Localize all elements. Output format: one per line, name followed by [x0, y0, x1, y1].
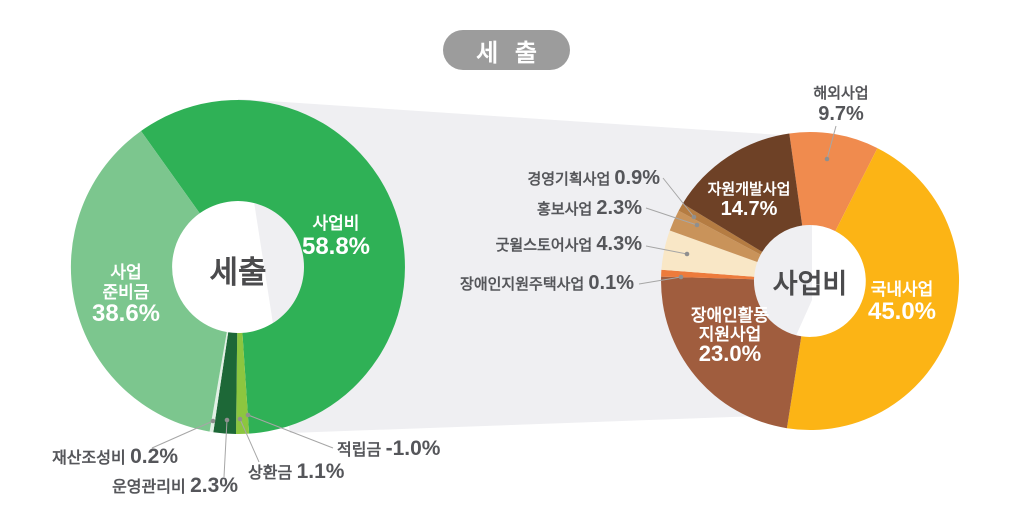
donut-0-slice-사업비 [141, 99, 405, 434]
callout-label-재산조성비: 재산조성비 0.2% [52, 445, 178, 468]
donut-0-slice-운영관리비 [213, 332, 238, 434]
donut-1-slice-굿윌스토어사업 [661, 230, 758, 277]
leader-line-상환금 [239, 418, 260, 463]
leader-line-홍보사업 [645, 207, 698, 226]
inside-label-사업 준비금-0: 사업 [110, 263, 141, 282]
donut-1-slice-장애인활동 지원사업 [661, 276, 802, 429]
inside-label-국내사업-0: 국내사업 [871, 280, 934, 299]
callout-label-장애인지원주택사업: 장애인지원주택사업 0.1% [460, 272, 634, 294]
leader-line-운영관리비 [223, 419, 228, 478]
center-label-사업비: 사업비 [773, 269, 848, 299]
callout-label-운영관리비: 운영관리비 2.3% [112, 474, 238, 497]
callout-label-홍보사업: 홍보사업 2.3% [537, 197, 642, 219]
leader-dot-장애인지원주택사업 [678, 274, 684, 280]
leader-line-재산조성비 [151, 420, 214, 449]
donut-1-slice-자원개발사업 [682, 133, 803, 252]
leader-line-경영기획사업 [662, 177, 695, 218]
leader-dot-운영관리비 [224, 417, 230, 423]
inside-label-장애인활동 지원사업-1: 지원사업 [699, 325, 762, 344]
leader-line-장애인지원주택사업 [638, 276, 682, 285]
leader-dot-재산조성비 [210, 418, 216, 424]
callout-label-굿윌스토어사업: 굿윌스토어사업 4.3% [496, 233, 643, 255]
leader-dot-굿윌스토어사업 [684, 251, 690, 257]
inside-label-장애인활동 지원사업-2: 23.0% [699, 341, 761, 366]
external-label-해외사업-0: 해외사업 [813, 84, 868, 102]
callout-label-적립금: 적립금 -1.0% [337, 437, 441, 460]
donut-1-slice-장애인지원주택사업 [661, 269, 755, 280]
donut-1-slice-국내사업 [786, 148, 960, 431]
leader-line-해외사업 [826, 125, 837, 160]
inside-label-국내사업-1: 45.0% [868, 298, 936, 325]
leader-dot-상환금 [237, 416, 243, 422]
donut-1-slice-해외사업 [789, 132, 878, 232]
leader-dot-적립금 [245, 412, 251, 418]
center-label-세출: 세출 [209, 255, 266, 290]
title-badge: 세 출 [443, 30, 570, 70]
inside-label-사업 준비금-1: 준비금 [103, 283, 150, 302]
leader-dot-해외사업 [824, 156, 830, 162]
leader-line-적립금 [247, 414, 334, 449]
inside-label-사업비-1: 58.8% [302, 233, 370, 260]
callout-label-상환금: 상환금 1.1% [248, 460, 345, 483]
leader-line-굿윌스토어사업 [645, 245, 688, 255]
inside-label-자원개발사업-0: 자원개발사업 [708, 180, 791, 198]
leader-dot-홍보사업 [694, 222, 700, 228]
inside-label-자원개발사업-1: 14.7% [721, 198, 778, 220]
donut-0-slice-상환금 [236, 332, 250, 435]
inside-label-사업비-0: 사업비 [313, 214, 360, 233]
inside-label-장애인활동 지원사업-0: 장애인활동 [691, 305, 770, 325]
donut-0-slice-사업 준비금 [70, 131, 227, 432]
callout-label-경영기획사업: 경영기획사업 0.9% [527, 167, 660, 189]
donut-1-slice-경영기획사업 [678, 203, 763, 255]
external-label-해외사업-1: 9.7% [818, 103, 864, 125]
inside-label-사업 준비금-2: 38.6% [92, 300, 160, 327]
leader-dot-경영기획사업 [691, 214, 697, 220]
donut-0-slice-재산조성비 [209, 332, 229, 433]
